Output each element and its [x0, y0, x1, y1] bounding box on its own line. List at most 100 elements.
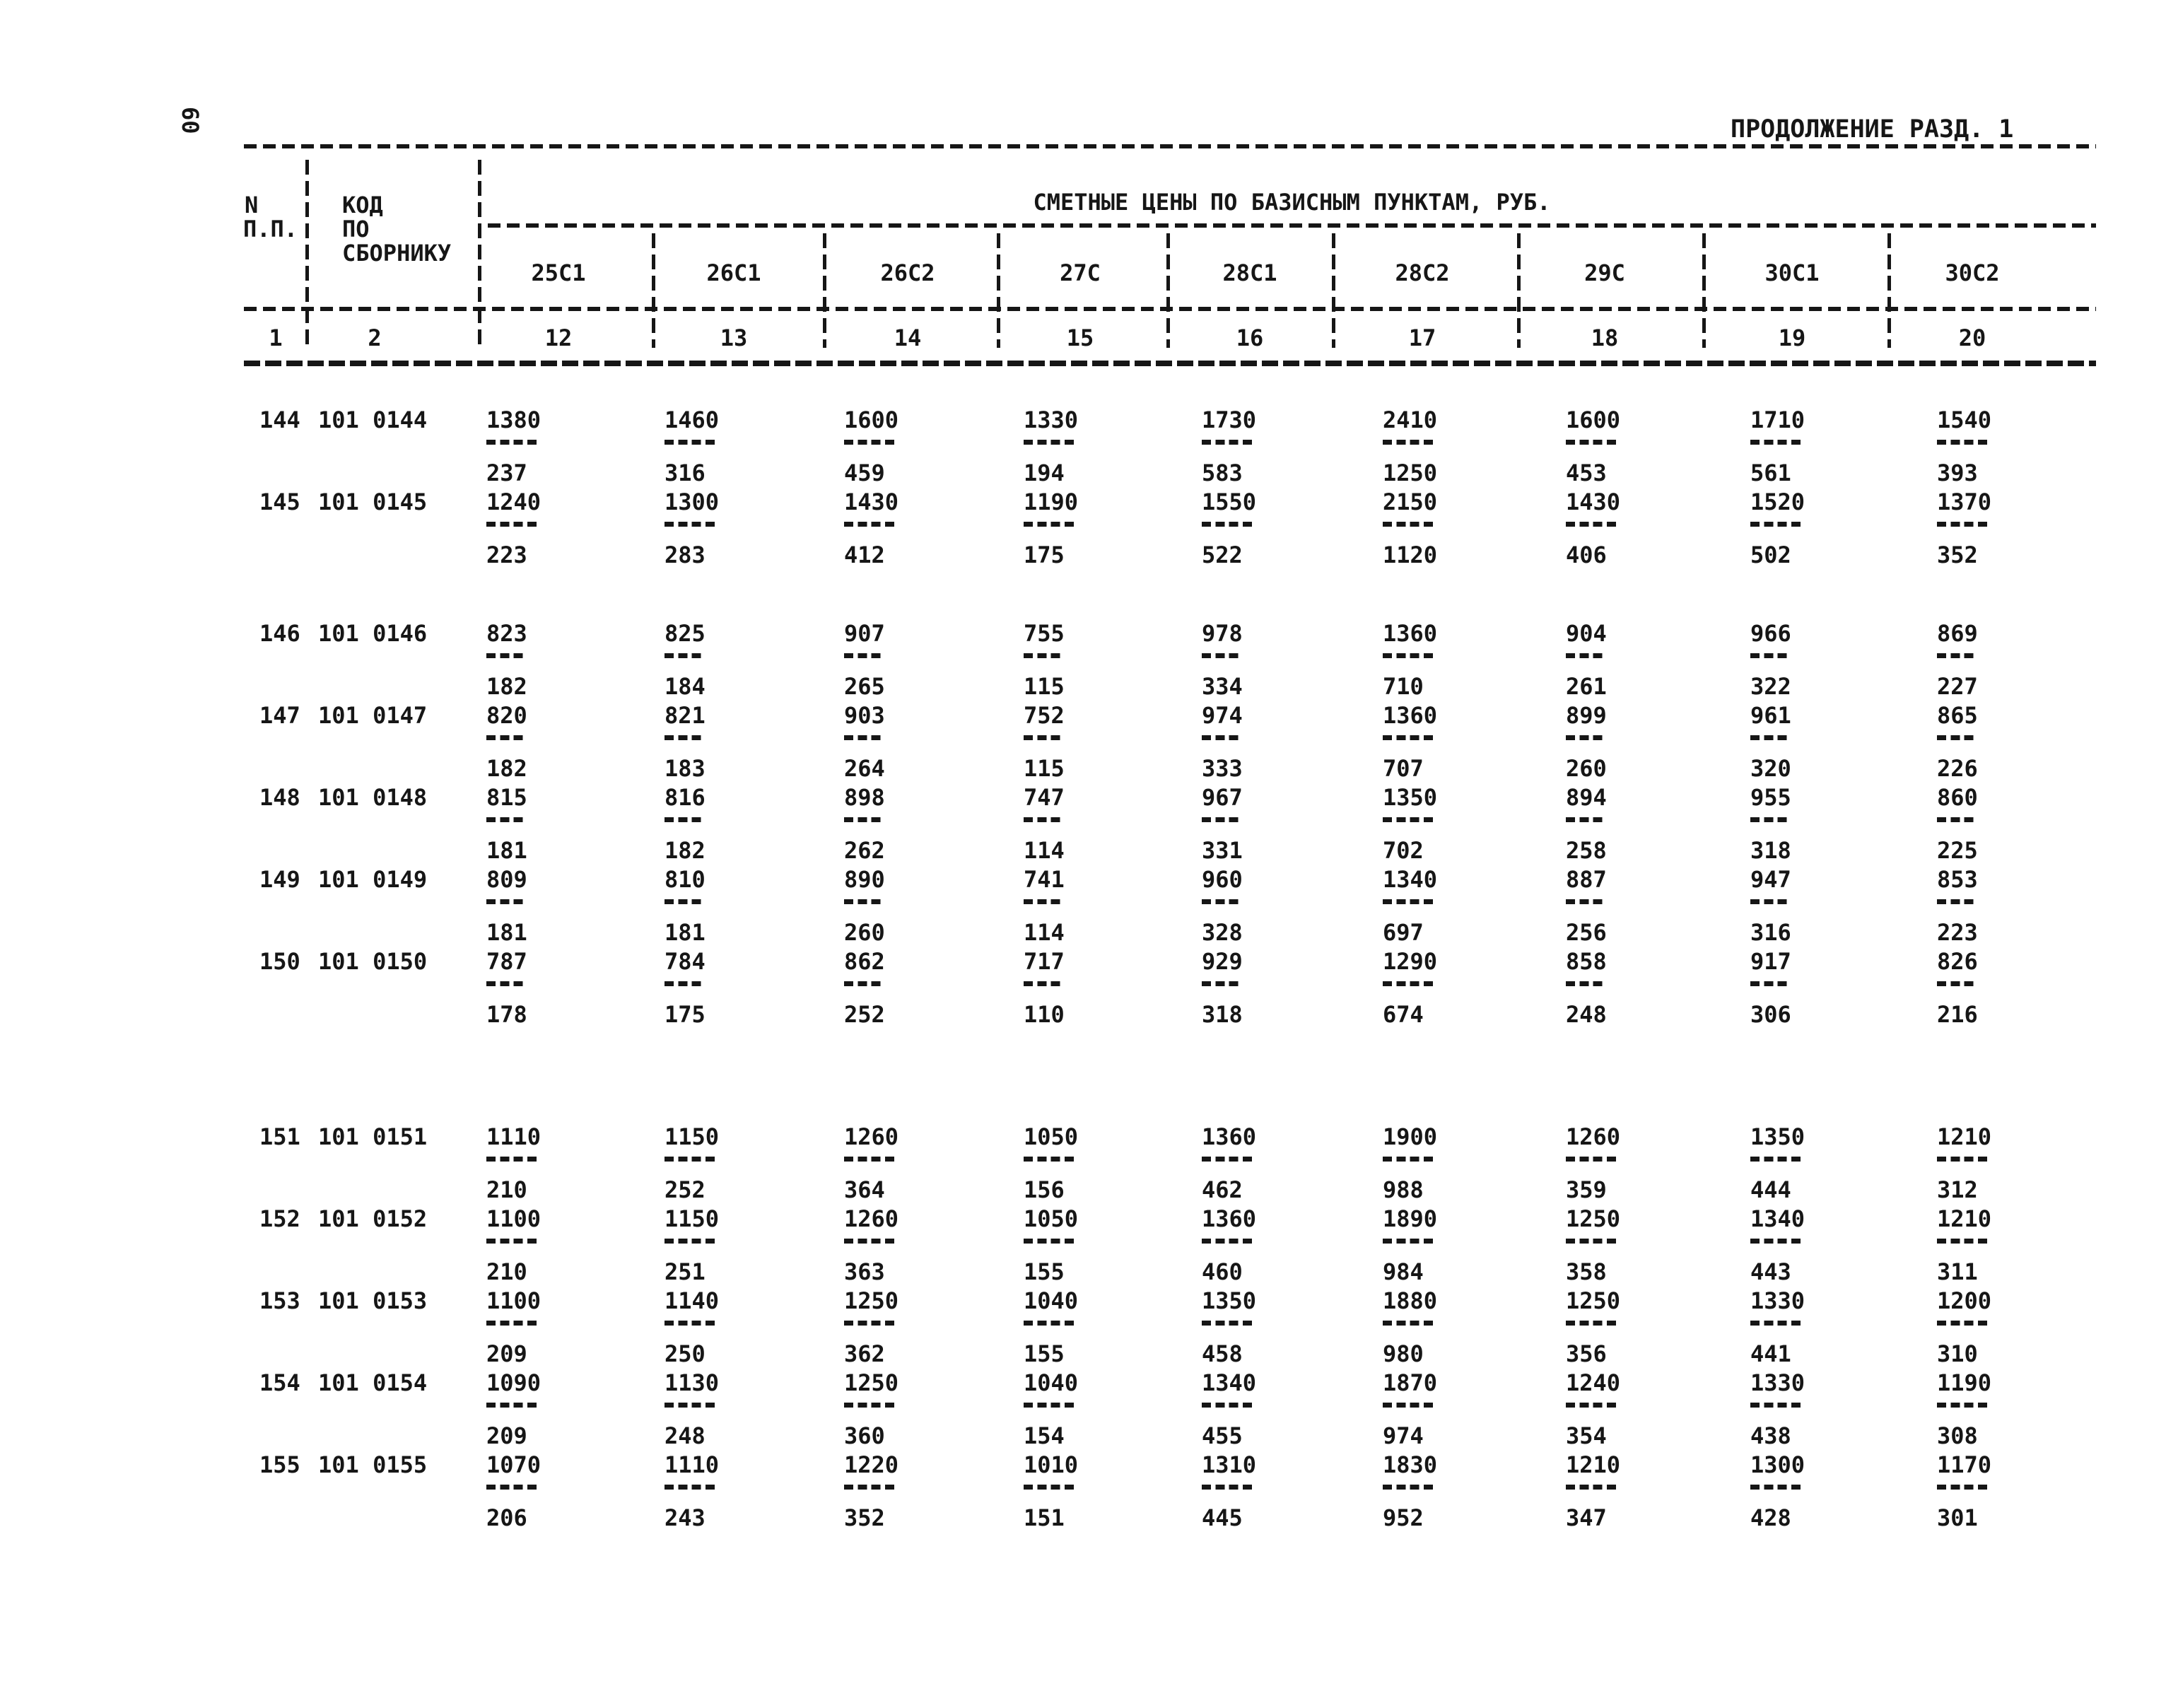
price-upper-value: 1240: [1566, 1369, 1621, 1396]
price-upper-value: 1350: [1383, 784, 1438, 811]
price-lower-value: 364: [844, 1176, 885, 1203]
price-fraction-dash: [1750, 981, 1788, 986]
price-upper-value: 1130: [665, 1369, 720, 1396]
price-fraction-dash: [1383, 1485, 1434, 1490]
price-upper-value: 955: [1750, 784, 1791, 811]
price-fraction-dash: [665, 735, 702, 740]
price-fraction-dash: [1750, 1157, 1801, 1162]
price-upper-value: 820: [486, 702, 527, 729]
price-lower-value: 227: [1937, 673, 1978, 700]
price-fraction-dash: [1566, 653, 1603, 658]
price-upper-value: 1150: [665, 1123, 720, 1150]
column-index-number: 12: [544, 324, 573, 351]
price-fraction-dash: [1750, 1403, 1801, 1408]
price-lower-value: 226: [1937, 755, 1978, 782]
price-upper-value: 1210: [1937, 1205, 1992, 1232]
header-vertical-separator: [305, 160, 309, 348]
price-lower-value: 210: [486, 1258, 527, 1285]
price-column-separator: [1517, 233, 1521, 348]
price-upper-value: 809: [486, 866, 527, 893]
price-column-separator: [1166, 233, 1170, 348]
price-fraction-dash: [1024, 653, 1061, 658]
price-lower-value: 502: [1750, 542, 1791, 568]
price-upper-value: 869: [1937, 620, 1978, 647]
price-upper-value: 1360: [1202, 1205, 1257, 1232]
price-fraction-dash: [1383, 735, 1434, 740]
price-point-header: 26С2: [880, 259, 935, 286]
price-fraction-dash: [486, 522, 537, 527]
column-index-number: 15: [1066, 324, 1094, 351]
col-header-code-line3: СБОРНИКУ: [342, 240, 452, 267]
price-lower-value: 363: [844, 1258, 885, 1285]
price-upper-value: 1600: [844, 406, 899, 433]
column-index-number: 16: [1236, 324, 1264, 351]
price-lower-value: 455: [1202, 1422, 1243, 1449]
price-upper-value: 967: [1202, 784, 1243, 811]
price-lower-value: 347: [1566, 1504, 1607, 1531]
price-fraction-dash: [1202, 981, 1239, 986]
price-fraction-dash: [665, 1239, 715, 1244]
price-fraction-dash: [665, 1485, 715, 1490]
price-lower-value: 262: [844, 837, 885, 864]
price-upper-value: 816: [665, 784, 706, 811]
price-lower-value: 459: [844, 460, 885, 486]
price-column-separator: [1887, 233, 1891, 348]
price-lower-value: 561: [1750, 460, 1791, 486]
price-fraction-dash: [1383, 1403, 1434, 1408]
price-lower-value: 334: [1202, 673, 1243, 700]
price-fraction-dash: [1750, 735, 1788, 740]
price-upper-value: 894: [1566, 784, 1607, 811]
price-point-header: 28С2: [1395, 259, 1450, 286]
price-fraction-dash: [1937, 1239, 1988, 1244]
price-upper-value: 752: [1024, 702, 1065, 729]
price-upper-value: 898: [844, 784, 885, 811]
price-fraction-dash: [1566, 1321, 1617, 1326]
header-bottom-border: [244, 361, 2096, 366]
price-fraction-dash: [665, 440, 715, 445]
price-fraction-dash: [1937, 735, 1974, 740]
price-point-header: 27С: [1060, 259, 1101, 286]
row-code: 101 0154: [318, 1369, 428, 1396]
price-upper-value: 717: [1024, 948, 1065, 975]
col-header-code-line1: КОД: [342, 192, 383, 218]
price-lower-value: 458: [1202, 1340, 1243, 1367]
price-upper-value: 1110: [486, 1123, 542, 1150]
price-fraction-dash: [486, 981, 524, 986]
price-fraction-dash: [486, 817, 524, 822]
price-lower-value: 311: [1937, 1258, 1978, 1285]
price-fraction-dash: [844, 440, 895, 445]
price-fraction-dash: [1383, 981, 1434, 986]
price-fraction-dash: [665, 1403, 715, 1408]
price-fraction-dash: [1566, 522, 1617, 527]
price-lower-value: 318: [1202, 1001, 1243, 1028]
table-row: 154 101 0154 1090 209 1130 248 1250 360 1040 154 1…: [0, 1371, 2166, 1453]
price-fraction-dash: [1937, 440, 1988, 445]
price-fraction-dash: [1566, 817, 1603, 822]
price-fraction-dash: [1024, 1485, 1075, 1490]
price-upper-value: 1330: [1750, 1287, 1805, 1314]
price-fraction-dash: [1383, 1157, 1434, 1162]
price-fraction-dash: [1024, 899, 1061, 904]
row-number: 145: [259, 489, 300, 515]
price-fraction-dash: [1937, 817, 1974, 822]
price-lower-value: 114: [1024, 837, 1065, 864]
price-fraction-dash: [844, 1239, 895, 1244]
price-upper-value: 1260: [844, 1123, 899, 1150]
price-upper-value: 2410: [1383, 406, 1438, 433]
price-fraction-dash: [1383, 522, 1434, 527]
price-lower-value: 318: [1750, 837, 1791, 864]
row-number: 151: [259, 1123, 300, 1150]
row-code: 101 0147: [318, 702, 428, 729]
price-column-separator: [997, 233, 1000, 348]
price-lower-value: 328: [1202, 919, 1243, 946]
price-upper-value: 887: [1566, 866, 1607, 893]
price-lower-value: 252: [844, 1001, 885, 1028]
price-lower-value: 301: [1937, 1504, 1978, 1531]
price-upper-value: 1110: [665, 1451, 720, 1478]
price-upper-value: 1010: [1024, 1451, 1079, 1478]
price-fraction-dash: [1750, 817, 1788, 822]
price-fraction-dash: [665, 653, 702, 658]
price-upper-value: 1360: [1383, 620, 1438, 647]
col-header-code-line2: ПО: [342, 216, 370, 242]
price-lower-value: 441: [1750, 1340, 1791, 1367]
